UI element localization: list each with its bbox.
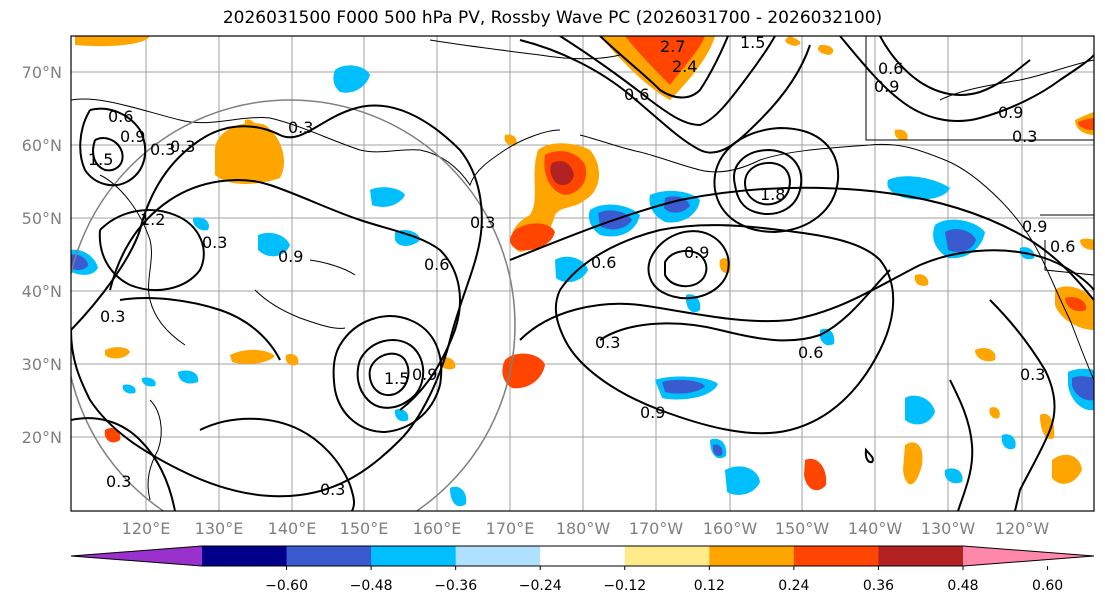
lat-label: 20°N: [22, 428, 62, 447]
colorbar-outline: [70, 545, 1095, 567]
contour-label: 0.3: [150, 140, 175, 159]
contour-label: 0.3: [1012, 127, 1037, 146]
lat-label: 50°N: [22, 209, 62, 228]
contour-label: 0.9: [684, 243, 709, 262]
colorbar-swatch: [709, 546, 795, 566]
colorbar-high-extension: [963, 546, 1094, 566]
lon-label: 140°W: [848, 519, 903, 538]
contour-label: 0.9: [412, 365, 437, 384]
contour-label: 0.6: [424, 255, 449, 274]
lon-label: 170°E: [486, 519, 535, 538]
contour-label: 0.6: [624, 85, 649, 104]
colorbar-swatch: [624, 546, 710, 566]
contour-label: 2.4: [672, 57, 697, 76]
lon-label: 120°W: [995, 519, 1050, 538]
pv-contours: [71, 36, 1094, 511]
colorbar-tick-label: −0.24: [519, 578, 562, 594]
contour-label: 0.3: [170, 137, 195, 156]
contour-label: 0.3: [202, 233, 227, 252]
colorbar-tick-label: 0.12: [694, 578, 725, 594]
colorbar-swatch: [793, 546, 879, 566]
contour-labels: 2.7 2.4 1.5 0.6 0.9 0.6 0.9 0.3 0.6 0.9 …: [88, 33, 1075, 499]
lon-label: 150°W: [775, 519, 830, 538]
contour-label: 0.3: [106, 472, 131, 491]
colorbar-tick-label: −0.48: [350, 578, 393, 594]
contour-label: 0.6: [108, 107, 133, 126]
contour-label: 0.3: [1020, 365, 1045, 384]
map-frame: [70, 35, 1095, 512]
colorbar-ticks: −0.60 −0.48 −0.36 −0.24 −0.12 0.12 0.24 0.36 0.4…: [265, 566, 1063, 594]
contour-label: 0.6: [798, 343, 823, 362]
colorbar-swatch: [371, 546, 457, 566]
lon-label: 130°W: [921, 519, 976, 538]
colorbar-tick-label: −0.36: [434, 578, 477, 594]
colorbar-swatch: [878, 546, 964, 566]
contour-label: 0.9: [120, 127, 145, 146]
lat-label: 40°N: [22, 282, 62, 301]
contour-label: 1.2: [140, 210, 165, 229]
contour-label: 0.3: [595, 333, 620, 352]
lon-label: 120°E: [122, 519, 171, 538]
colorbar-swatch: [202, 546, 288, 566]
contour-label: 1.5: [740, 33, 765, 52]
contour-label: 0.6: [878, 59, 903, 78]
map-title: 2026031500 F000 500 hPa PV, Rossby Wave …: [222, 8, 883, 28]
contour-label: 1.5: [88, 150, 113, 169]
lon-label: 140°E: [268, 519, 317, 538]
colorbar-tick-label: 0.48: [947, 578, 978, 594]
gridlines: [71, 36, 1094, 511]
lon-label: 160°W: [703, 519, 758, 538]
contour-label: 2.7: [660, 37, 685, 56]
pv-anomaly-shading: [71, 36, 1094, 507]
lat-label: 60°N: [22, 136, 62, 155]
lon-label: 150°E: [340, 519, 389, 538]
lon-label: 160°E: [413, 519, 462, 538]
lat-label: 70°N: [22, 63, 62, 82]
contour-label: 0.9: [640, 403, 665, 422]
lat-label: 30°N: [22, 355, 62, 374]
contour-label: 0.6: [591, 253, 616, 272]
colorbar-swatch: [540, 546, 626, 566]
colorbar-tick-label: −0.12: [603, 578, 646, 594]
colorbar: [70, 545, 1095, 567]
contour-label: 0.9: [998, 103, 1023, 122]
colorbar-swatch: [286, 546, 372, 566]
wave-packet-circle: [71, 99, 516, 511]
contour-label: 0.9: [278, 247, 303, 266]
latitude-labels: 70°N 60°N 50°N 40°N 30°N 20°N: [22, 63, 62, 447]
contour-label: 0.3: [100, 307, 125, 326]
lon-label: 170°W: [629, 519, 684, 538]
contour-label: 0.6: [1050, 237, 1075, 256]
colorbar-low-extension: [71, 546, 202, 566]
colorbar-tick-label: 0.60: [1032, 578, 1063, 594]
contour-label: 1.8: [760, 185, 785, 204]
contour-label: 0.3: [470, 213, 495, 232]
colorbar-tick-label: −0.60: [265, 578, 308, 594]
contour-label: 0.3: [288, 118, 313, 137]
colorbar-swatch: [455, 546, 541, 566]
longitude-labels: 120°E 130°E 140°E 150°E 160°E 170°E 180°…: [122, 519, 1050, 538]
contour-label: 0.9: [874, 77, 899, 96]
contour-label: 0.9: [1022, 217, 1047, 236]
colorbar-tick-label: 0.36: [863, 578, 894, 594]
contour-label: 0.3: [320, 480, 345, 499]
contour-label: 1.5: [384, 369, 409, 388]
colorbar-tick-label: 0.24: [778, 578, 809, 594]
lon-label: 180°W: [556, 519, 611, 538]
lon-label: 130°E: [195, 519, 244, 538]
